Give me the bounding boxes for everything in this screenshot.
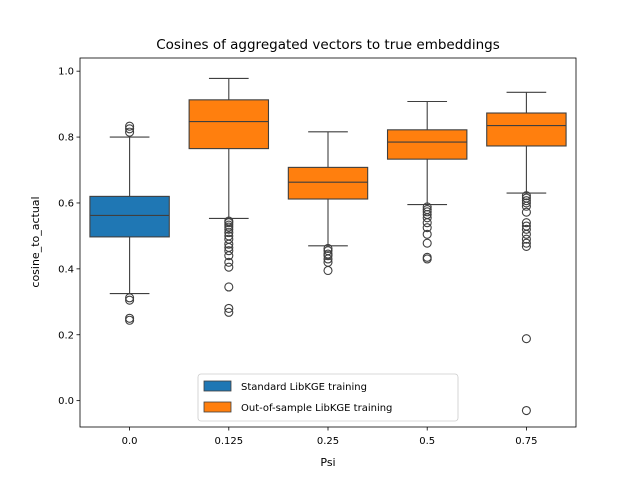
y-tick-label: 0.8 xyxy=(58,133,74,144)
box-iqr xyxy=(386,129,468,160)
outlier-point xyxy=(521,241,531,252)
outlier-point xyxy=(422,238,432,248)
legend-swatch xyxy=(203,380,232,392)
outlier-point xyxy=(224,282,234,292)
x-axis: 0.0 0.125 0.25 0.5 0.75 xyxy=(122,427,538,447)
outlier-point xyxy=(125,121,135,131)
y-tick-label: 1.0 xyxy=(58,67,74,78)
outlier-point xyxy=(521,224,531,234)
outlier-point xyxy=(224,257,234,267)
box-0.125 xyxy=(188,77,270,317)
outlier-point xyxy=(224,224,234,234)
x-tick-label: 0.25 xyxy=(317,436,339,447)
box-iqr xyxy=(89,195,170,238)
outlier-point xyxy=(224,307,234,317)
outlier-point xyxy=(224,222,234,232)
outlier-point xyxy=(521,238,531,248)
outlier-point xyxy=(224,228,234,238)
outlier-point xyxy=(521,201,531,211)
outlier-point xyxy=(521,234,531,244)
outlier-point xyxy=(125,127,135,137)
outlier-point xyxy=(224,303,234,313)
outlier-point xyxy=(422,207,432,217)
outlier-point xyxy=(521,218,531,228)
box-0.0 xyxy=(89,121,170,325)
outlier-point xyxy=(125,124,135,134)
outlier-point xyxy=(224,246,234,256)
y-tick-label: 0.0 xyxy=(58,396,74,407)
y-tick-label: 0.4 xyxy=(58,264,74,275)
box-iqr xyxy=(486,112,567,147)
box-0.25 xyxy=(287,131,369,276)
outlier-point xyxy=(422,213,432,223)
box-0.75 xyxy=(486,91,567,416)
box-iqr xyxy=(188,99,270,150)
legend-label: Out-of-sample LibKGE training xyxy=(241,403,392,414)
legend-swatch xyxy=(203,401,232,413)
outlier-point xyxy=(224,262,234,272)
outlier-point xyxy=(125,293,135,303)
outlier-point xyxy=(422,218,432,228)
outlier-point xyxy=(224,251,234,261)
outlier-point xyxy=(521,229,531,239)
chart-title: Cosines of aggregated vectors to true em… xyxy=(156,37,500,53)
x-tick-label: 0.5 xyxy=(419,436,435,447)
y-tick-label: 0.6 xyxy=(58,198,74,209)
outlier-point xyxy=(125,315,135,325)
x-tick-label: 0.0 xyxy=(122,436,138,447)
outlier-point xyxy=(521,405,531,416)
outlier-point xyxy=(422,223,432,233)
outlier-point xyxy=(521,196,531,206)
x-axis-label: Psi xyxy=(320,456,335,469)
outlier-point xyxy=(125,295,135,305)
y-axis: 0.0 0.2 0.4 0.6 0.8 1.0 xyxy=(58,67,80,407)
legend-label: Standard LibKGE training xyxy=(241,382,367,393)
outlier-point xyxy=(422,229,432,239)
y-tick-label: 0.2 xyxy=(58,330,74,341)
legend: Standard LibKGE training Out-of-sample Li… xyxy=(197,373,459,422)
outlier-point xyxy=(521,207,531,217)
x-tick-label: 0.75 xyxy=(515,436,537,447)
outlier-point xyxy=(521,198,531,208)
y-axis-label: cosine_to_actual xyxy=(29,196,42,287)
plot-area xyxy=(89,77,567,416)
box-0.5 xyxy=(386,100,468,264)
outlier-point xyxy=(323,243,333,253)
box-iqr xyxy=(287,166,369,200)
outlier-point xyxy=(224,218,234,228)
outlier-point xyxy=(521,334,531,344)
outlier-point xyxy=(224,239,234,249)
outlier-point xyxy=(521,191,531,201)
outlier-point xyxy=(323,251,333,261)
legend-frame xyxy=(197,373,459,422)
outlier-point xyxy=(323,265,333,276)
outlier-point xyxy=(323,254,333,264)
outlier-point xyxy=(422,254,432,264)
x-tick-label: 0.125 xyxy=(214,436,243,447)
